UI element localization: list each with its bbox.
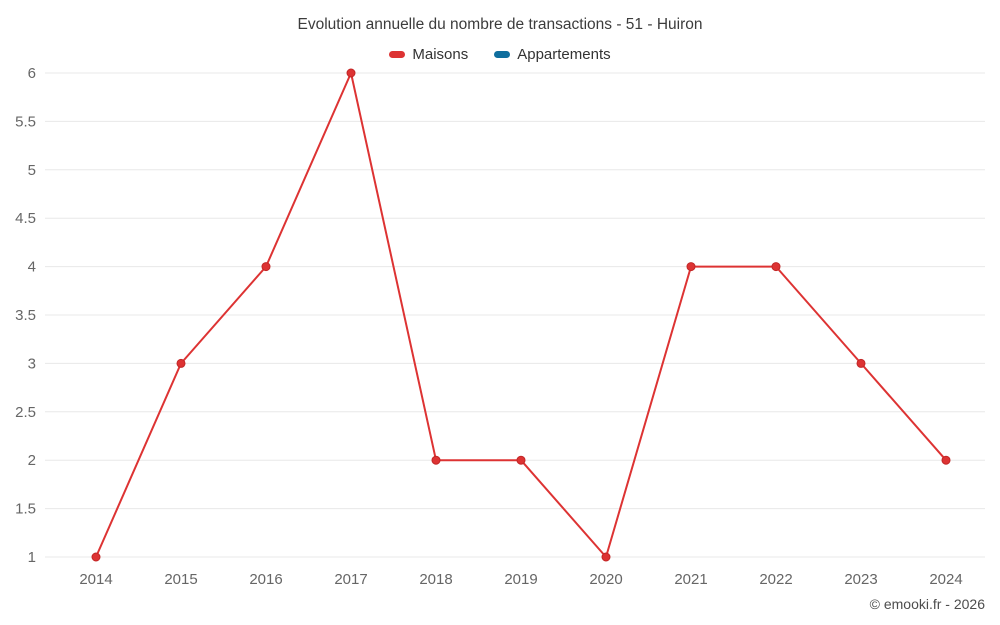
chart-title: Evolution annuelle du nombre de transact… [297, 16, 703, 33]
x-tick-label: 2023 [844, 571, 877, 588]
x-tick-label: 2021 [674, 571, 707, 588]
data-point[interactable] [176, 358, 186, 368]
x-tick-label: 2019 [504, 571, 537, 588]
y-tick-label: 2.5 [15, 404, 36, 421]
legend-swatch [494, 51, 511, 58]
legend-label: Appartements [517, 46, 611, 63]
data-point[interactable] [686, 262, 696, 272]
data-point[interactable] [856, 358, 866, 368]
data-point[interactable] [516, 455, 526, 465]
y-tick-label: 2 [28, 452, 36, 469]
legend-label: Maisons [412, 46, 469, 63]
x-tick-label: 2015 [164, 571, 197, 588]
x-tick-label: 2016 [249, 571, 282, 588]
x-tick-label: 2020 [589, 571, 622, 588]
legend-swatch [389, 51, 406, 58]
y-tick-label: 3 [28, 355, 36, 372]
data-point[interactable] [941, 455, 951, 465]
x-tick-label: 2022 [759, 571, 792, 588]
legend-item-appartements[interactable]: Appartements [494, 46, 611, 63]
x-tick-label: 2017 [334, 571, 367, 588]
y-tick-label: 1.5 [15, 501, 36, 518]
data-point[interactable] [601, 552, 611, 562]
y-tick-label: 1 [28, 549, 36, 566]
y-tick-label: 5.5 [15, 113, 36, 130]
data-point[interactable] [771, 262, 781, 272]
y-tick-label: 6 [28, 65, 36, 82]
x-tick-label: 2018 [419, 571, 452, 588]
y-tick-label: 5 [28, 162, 36, 179]
y-tick-label: 4 [28, 259, 36, 276]
y-tick-label: 4.5 [15, 210, 36, 227]
data-point[interactable] [431, 455, 441, 465]
data-point[interactable] [261, 262, 271, 272]
data-point[interactable] [91, 552, 101, 562]
y-tick-label: 3.5 [15, 307, 36, 324]
copyright-text: © emooki.fr - 2026 [869, 596, 985, 612]
chart-legend: Maisons Appartements [0, 46, 1000, 63]
x-tick-label: 2024 [929, 571, 962, 588]
data-point[interactable] [346, 68, 356, 78]
legend-item-maisons[interactable]: Maisons [389, 46, 468, 63]
x-tick-label: 2014 [79, 571, 112, 588]
